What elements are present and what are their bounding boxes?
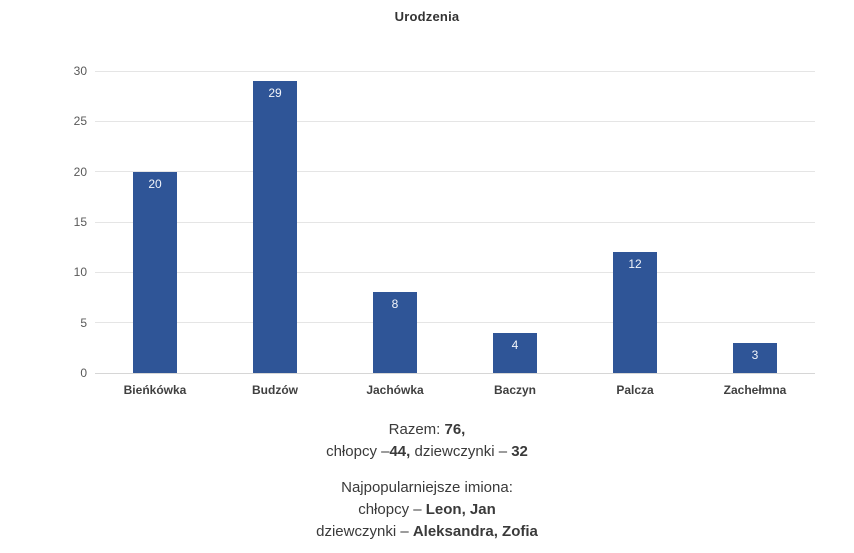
gridline [95,221,815,223]
names-girls-value: Aleksandra, Zofia [412,523,538,540]
bar: 29 [253,81,297,373]
summary-line-genders: chłopcy –44, dziewczynki – 32 [0,441,854,463]
girls-value: 32 [511,443,528,460]
bar-value-label: 12 [628,257,642,272]
bar: 3 [733,342,777,373]
names-boys-value: Leon, Jan [425,501,496,518]
total-value: 76, [444,421,466,438]
names-girls-label: dziewczynki – [316,523,413,540]
names-line-girls: dziewczynki – Aleksandra, Zofia [0,521,854,543]
boys-value: 44, [389,443,411,460]
names-line-boys: chłopcy – Leon, Jan [0,499,854,521]
gridline [95,322,815,324]
x-category-label: Palcza [616,383,654,397]
y-axis-tick-label: 20 [73,164,87,179]
bar-value-label: 8 [391,297,399,312]
boys-label: chłopcy – [326,443,390,460]
x-category-label: Budzów [252,383,298,397]
summary-totals: Razem: 76, chłopcy –44, dziewczynki – 32 [0,419,854,463]
bar: 4 [493,332,537,373]
names-boys-label: chłopcy – [358,501,426,518]
bar-value-label: 20 [148,176,162,191]
y-axis-tick-label: 30 [73,64,87,78]
chart-title: Urodzenia [394,9,460,24]
plot-area: 0 5 10 15 20 25 30 20 Bieńkówka 29 Budzów 8 Jachówka… [74,64,815,397]
bar: 8 [373,292,417,373]
x-category-label: Zachełmna [723,383,787,397]
girls-label: dziewczynki – [410,443,512,460]
x-category-label: Jachówka [366,383,424,397]
bar-value-label: 4 [511,337,519,352]
y-axis-tick-label: 25 [73,114,87,129]
gridline [95,271,815,273]
total-label: Razem: [388,421,445,438]
bar-value-label: 29 [268,86,282,101]
x-category-label: Bieńkówka [123,383,187,397]
y-axis-tick-label: 10 [73,265,87,280]
gridline [95,372,815,374]
gridline [95,171,815,173]
gridline [95,70,815,72]
x-category-label: Baczyn [493,383,537,397]
gridline [95,120,815,122]
y-axis-tick-label: 15 [73,215,87,229]
popular-names-block: Najpopularniejsze imiona: chłopcy – Leon… [0,477,854,543]
names-title: Najpopularniejsze imiona: [341,479,513,496]
bar: 12 [613,252,657,373]
y-axis-tick-label: 5 [80,315,87,330]
bar: 20 [133,171,177,373]
summary-line-total: Razem: 76, [0,419,854,441]
bar-value-label: 3 [751,347,759,362]
y-axis-tick-label: 0 [80,366,87,380]
